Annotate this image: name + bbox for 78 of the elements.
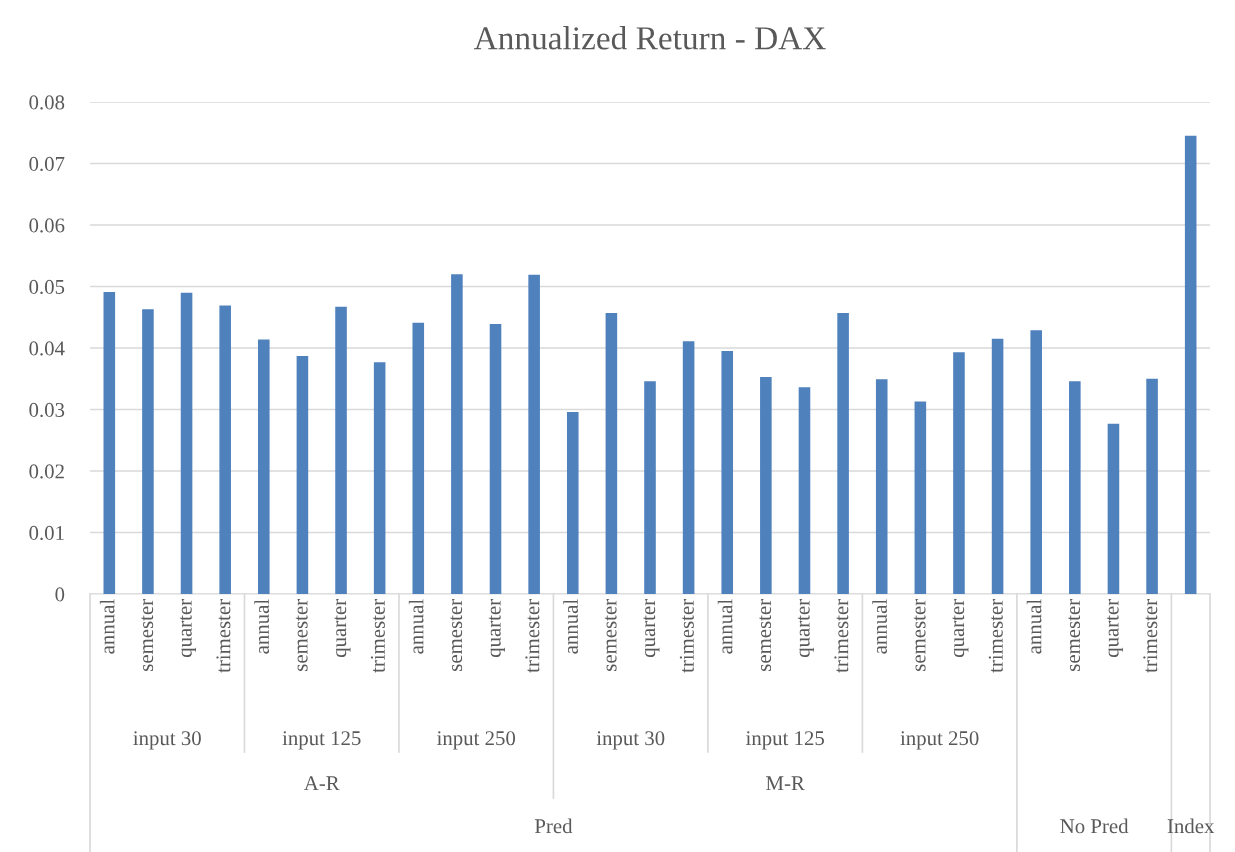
bar	[528, 274, 540, 594]
text: No Pred	[1060, 818, 1129, 834]
y-tick-label: 0.02	[29, 464, 64, 479]
chart-title: Annualized Return - DAX	[473, 26, 826, 50]
y-tick-label: 0	[55, 587, 65, 602]
x-tick-label: annual	[1026, 599, 1042, 654]
bar	[837, 312, 849, 594]
bar	[1069, 381, 1081, 594]
x-tick-label: quarter	[952, 599, 969, 658]
text: M-R	[766, 776, 805, 791]
bar	[1030, 330, 1042, 594]
x-tick-label: semester	[604, 599, 617, 671]
x-tick-label: trimester	[679, 599, 694, 673]
bar	[489, 324, 502, 594]
x-tick-label: trimester	[834, 599, 849, 673]
x-tick-label: annual	[563, 599, 578, 654]
bar	[682, 341, 695, 594]
x-tick-label: semester	[141, 599, 154, 671]
bar	[1184, 135, 1197, 594]
y-tick-label: 0.07	[29, 156, 65, 172]
bar	[335, 306, 347, 594]
x-tick-label: quarter	[1106, 599, 1123, 658]
bar	[412, 322, 425, 594]
bar	[451, 274, 463, 594]
bar	[760, 376, 772, 594]
x-tick-label: annual	[254, 599, 270, 654]
bar	[180, 292, 193, 594]
y-tick-label: 0.03	[29, 402, 65, 418]
bar	[103, 292, 116, 594]
bar	[798, 387, 811, 594]
x-tick-label: semester	[913, 599, 926, 671]
bar	[219, 305, 231, 594]
x-tick-label: quarter	[334, 599, 351, 658]
bar	[875, 379, 888, 594]
x-tick-label: quarter	[797, 599, 814, 658]
text: Pred	[534, 818, 573, 834]
bar	[914, 401, 927, 594]
text: input 125	[282, 731, 361, 750]
y-tick-label: 0.06	[29, 218, 65, 233]
bar	[991, 338, 1004, 594]
x-tick-label: semester	[295, 599, 308, 671]
y-tick-label: 0.08	[29, 95, 65, 110]
x-tick-label: quarter	[488, 599, 505, 658]
bar	[644, 381, 656, 594]
x-tick-label: semester	[1068, 599, 1081, 671]
text: input 250	[900, 731, 979, 750]
x-tick-label: annual	[717, 599, 733, 654]
x-tick-label: trimester	[216, 599, 231, 673]
text: input 125	[745, 731, 824, 750]
bar	[721, 351, 734, 594]
text: input 30	[596, 731, 665, 750]
x-tick-label: annual	[872, 599, 887, 654]
text: Index	[1167, 818, 1215, 834]
x-tick-label: trimester	[988, 599, 1003, 673]
x-tick-label: annual	[408, 599, 424, 654]
x-tick-label: semester	[759, 599, 772, 671]
x-tick-label: trimester	[370, 599, 385, 673]
x-tick-label: trimester	[525, 599, 540, 673]
bar	[953, 352, 965, 594]
x-tick-label: trimester	[1143, 599, 1158, 673]
x-tick-label: semester	[450, 599, 463, 671]
bar	[1107, 423, 1120, 594]
y-tick-label: 0.05	[29, 279, 65, 295]
text: input 30	[133, 731, 201, 750]
bar	[566, 411, 579, 594]
y-tick-label: 0.04	[29, 341, 65, 356]
x-tick-label: annual	[99, 599, 115, 654]
bar	[296, 355, 309, 594]
text: input 250	[437, 731, 516, 750]
text: A-R	[303, 776, 340, 791]
y-tick-label: 0.01	[29, 525, 64, 541]
x-tick-label: quarter	[179, 599, 196, 658]
bar	[1146, 378, 1158, 594]
bar	[142, 309, 154, 594]
x-tick-label: quarter	[643, 599, 660, 658]
bar	[373, 362, 386, 594]
bar	[258, 339, 270, 594]
bar	[605, 312, 618, 594]
